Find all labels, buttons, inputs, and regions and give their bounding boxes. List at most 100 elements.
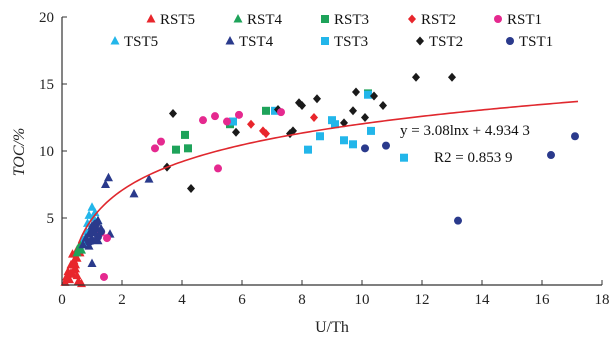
legend-marker-tst2	[416, 36, 424, 46]
data-point-rst5	[71, 259, 80, 269]
x-tick-label: 12	[415, 292, 430, 308]
fit-curve	[77, 100, 579, 244]
x-tick-label: 16	[535, 292, 551, 308]
data-point-tst5	[90, 207, 100, 217]
data-point-tst2	[295, 98, 303, 108]
data-point-tst1	[97, 227, 105, 236]
legend-label: RST1	[507, 12, 542, 28]
series-rst4	[72, 239, 86, 257]
legend-label: RST4	[247, 12, 283, 28]
y-tick-label: 15	[39, 77, 54, 93]
legend-label: RST3	[334, 12, 369, 28]
legend-marker-rst2	[408, 14, 416, 24]
series-tst3	[229, 90, 408, 162]
series-tst2	[163, 72, 456, 194]
series-rst2	[247, 113, 318, 139]
data-point-rst3	[262, 106, 270, 115]
data-point-tst1	[382, 141, 390, 150]
data-point-tst5	[84, 210, 94, 219]
legend-item-rst5: RST5	[146, 12, 195, 28]
data-point-rst1	[100, 272, 108, 281]
x-axis-title: U/Th	[315, 319, 349, 336]
data-point-tst1	[454, 216, 462, 225]
data-point-rst1	[157, 137, 165, 146]
data-point-tst2	[289, 126, 297, 136]
legend-marker-tst3	[321, 37, 329, 45]
data-point-rst4	[77, 245, 86, 254]
data-point-tst2	[313, 94, 321, 104]
legend-marker-tst5	[110, 36, 120, 45]
fit-r-squared: R2 = 0.853 9	[434, 150, 512, 166]
legend-item-tst5: TST5	[110, 34, 158, 50]
data-point-rst3	[181, 130, 189, 139]
data-point-tst2	[379, 100, 387, 110]
y-axis-title: TOC/%	[11, 128, 28, 177]
y-tick-label: 20	[39, 10, 54, 26]
legend-item-rst3: RST3	[321, 12, 369, 28]
legend-marker-rst5	[146, 14, 156, 23]
data-point-tst4	[78, 239, 88, 249]
data-point-tst4	[104, 172, 113, 182]
legend-label: RST5	[160, 12, 195, 28]
data-point-tst3	[229, 117, 237, 126]
data-point-tst2	[169, 108, 177, 118]
data-point-tst3	[271, 106, 279, 115]
data-point-tst4	[101, 179, 110, 188]
x-tick-label: 4	[178, 292, 186, 308]
x-tick-label: 14	[475, 292, 491, 308]
legend-marker-tst1	[506, 37, 514, 45]
legend-label: TST2	[429, 34, 463, 50]
data-point-tst4	[144, 174, 154, 183]
data-point-tst5	[87, 202, 97, 211]
data-point-rst1	[211, 112, 219, 121]
axes	[61, 17, 602, 286]
x-tick-label: 8	[298, 292, 306, 308]
legend-item-tst4: TST4	[225, 34, 274, 50]
data-point-tst3	[316, 132, 324, 141]
data-point-tst3	[340, 136, 348, 145]
series-tst1	[85, 132, 579, 247]
y-tick-label: 10	[39, 144, 54, 160]
data-point-tst1	[88, 236, 96, 245]
data-point-tst4	[129, 188, 139, 198]
data-point-rst3	[172, 145, 180, 154]
legend-marker-rst4	[233, 14, 243, 23]
legend-label: TST3	[334, 34, 368, 50]
data-point-tst3	[364, 90, 372, 99]
data-point-tst5	[83, 218, 92, 227]
data-point-rst5	[66, 267, 76, 277]
series-rst1	[97, 108, 285, 281]
data-point-tst3	[349, 140, 357, 149]
legend-marker-tst4	[225, 36, 235, 45]
data-point-rst5	[72, 270, 82, 280]
legend-marker-rst3	[321, 15, 329, 23]
data-point-tst1	[547, 151, 555, 160]
x-tick-label: 6	[238, 292, 246, 308]
data-point-tst1	[571, 132, 579, 141]
data-point-tst2	[361, 113, 369, 122]
data-point-tst2	[370, 91, 378, 101]
legend-label: TST4	[239, 34, 274, 50]
legend-item-tst2: TST2	[416, 34, 463, 50]
legend-label: RST2	[421, 12, 456, 28]
data-point-rst1	[277, 108, 285, 117]
data-point-tst3	[331, 120, 339, 129]
legend-item-rst4: RST4	[233, 12, 283, 28]
data-point-rst2	[310, 113, 318, 122]
legend-label: TST5	[124, 34, 158, 50]
data-point-tst1	[361, 144, 369, 153]
data-point-tst2	[187, 184, 195, 194]
data-point-rst3	[184, 144, 192, 153]
legend-label: TST1	[519, 34, 553, 50]
data-point-tst4	[87, 258, 97, 268]
data-point-rst1	[103, 234, 111, 243]
data-point-rst1	[223, 117, 231, 126]
x-tick-label: 2	[118, 292, 126, 308]
legend-item-rst1: RST1	[494, 12, 542, 28]
legend-item-rst2: RST2	[408, 12, 456, 28]
data-point-rst1	[199, 116, 207, 125]
data-point-rst1	[214, 164, 222, 173]
legend-item-tst1: TST1	[506, 34, 553, 50]
